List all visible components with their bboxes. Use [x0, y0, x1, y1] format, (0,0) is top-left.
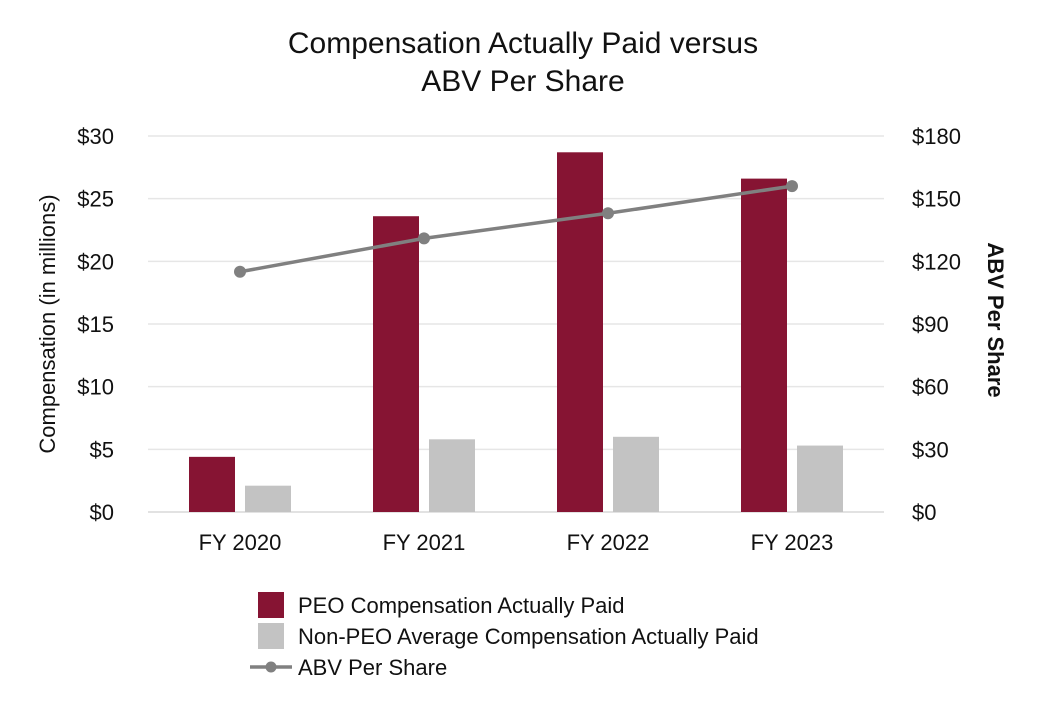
abv-point — [602, 207, 614, 220]
non-peo-bar — [797, 445, 843, 512]
y-right-tick-label: $90 — [912, 312, 949, 337]
chart-title-line-1: Compensation Actually Paid versus — [288, 27, 758, 60]
peo-bar — [373, 216, 419, 513]
non-peo-bar — [613, 436, 659, 512]
legend-swatch-non-peo — [258, 623, 284, 649]
y-right-tick-label: $150 — [912, 187, 961, 212]
abv-point — [418, 232, 430, 245]
legend-label: Non-PEO Average Compensation Actually Pa… — [298, 624, 759, 649]
legend-label: PEO Compensation Actually Paid — [298, 593, 625, 618]
peo-bar — [741, 178, 787, 512]
y-right-tick-label: $0 — [912, 500, 936, 525]
x-axis-ticks: FY 2020 FY 2021 FY 2022 FY 2023 — [199, 530, 834, 555]
abv-line — [239, 184, 793, 274]
y-right-tick-label: $30 — [912, 437, 949, 462]
legend-label: ABV Per Share — [298, 655, 447, 680]
non-peo-bar — [429, 439, 475, 512]
y-left-tick-label: $30 — [77, 124, 114, 149]
abv-point — [234, 265, 246, 278]
y-right-tick-label: $60 — [912, 375, 949, 400]
peo-bar — [189, 456, 235, 512]
y-left-tick-label: $20 — [77, 249, 114, 274]
peo-bar — [557, 152, 603, 512]
y-left-tick-label: $0 — [90, 500, 114, 525]
x-tick-label: FY 2023 — [751, 530, 834, 555]
y-right-tick-label: $180 — [912, 124, 961, 149]
y-right-tick-label: $120 — [912, 249, 961, 274]
abv-point — [786, 180, 798, 193]
chart-title: Compensation Actually Paid versus ABV Pe… — [288, 27, 758, 98]
y-left-tick-label: $10 — [77, 375, 114, 400]
gridlines — [148, 135, 884, 513]
x-tick-label: FY 2021 — [383, 530, 466, 555]
x-tick-label: FY 2022 — [567, 530, 650, 555]
y-axis-left-title: Compensation (in millions) — [35, 194, 60, 453]
abv-line-series — [234, 180, 798, 278]
non-peo-bar — [245, 485, 291, 512]
legend-marker-abv — [265, 661, 277, 673]
x-tick-label: FY 2020 — [199, 530, 282, 555]
legend-swatch-peo — [258, 592, 284, 618]
y-left-tick-label: $15 — [77, 312, 114, 337]
y-left-tick-label: $5 — [90, 437, 114, 462]
y-axis-left-ticks: $0 $5 $10 $15 $20 $25 $30 — [77, 124, 114, 525]
y-left-tick-label: $25 — [77, 187, 114, 212]
chart-title-line-2: ABV Per Share — [421, 65, 624, 98]
bars — [189, 152, 843, 513]
y-axis-right-ticks: $0 $30 $60 $90 $120 $150 $180 — [912, 124, 961, 525]
y-axis-right-title: ABV Per Share — [983, 242, 1008, 397]
legend: PEO Compensation Actually Paid Non-PEO Av… — [250, 592, 759, 680]
